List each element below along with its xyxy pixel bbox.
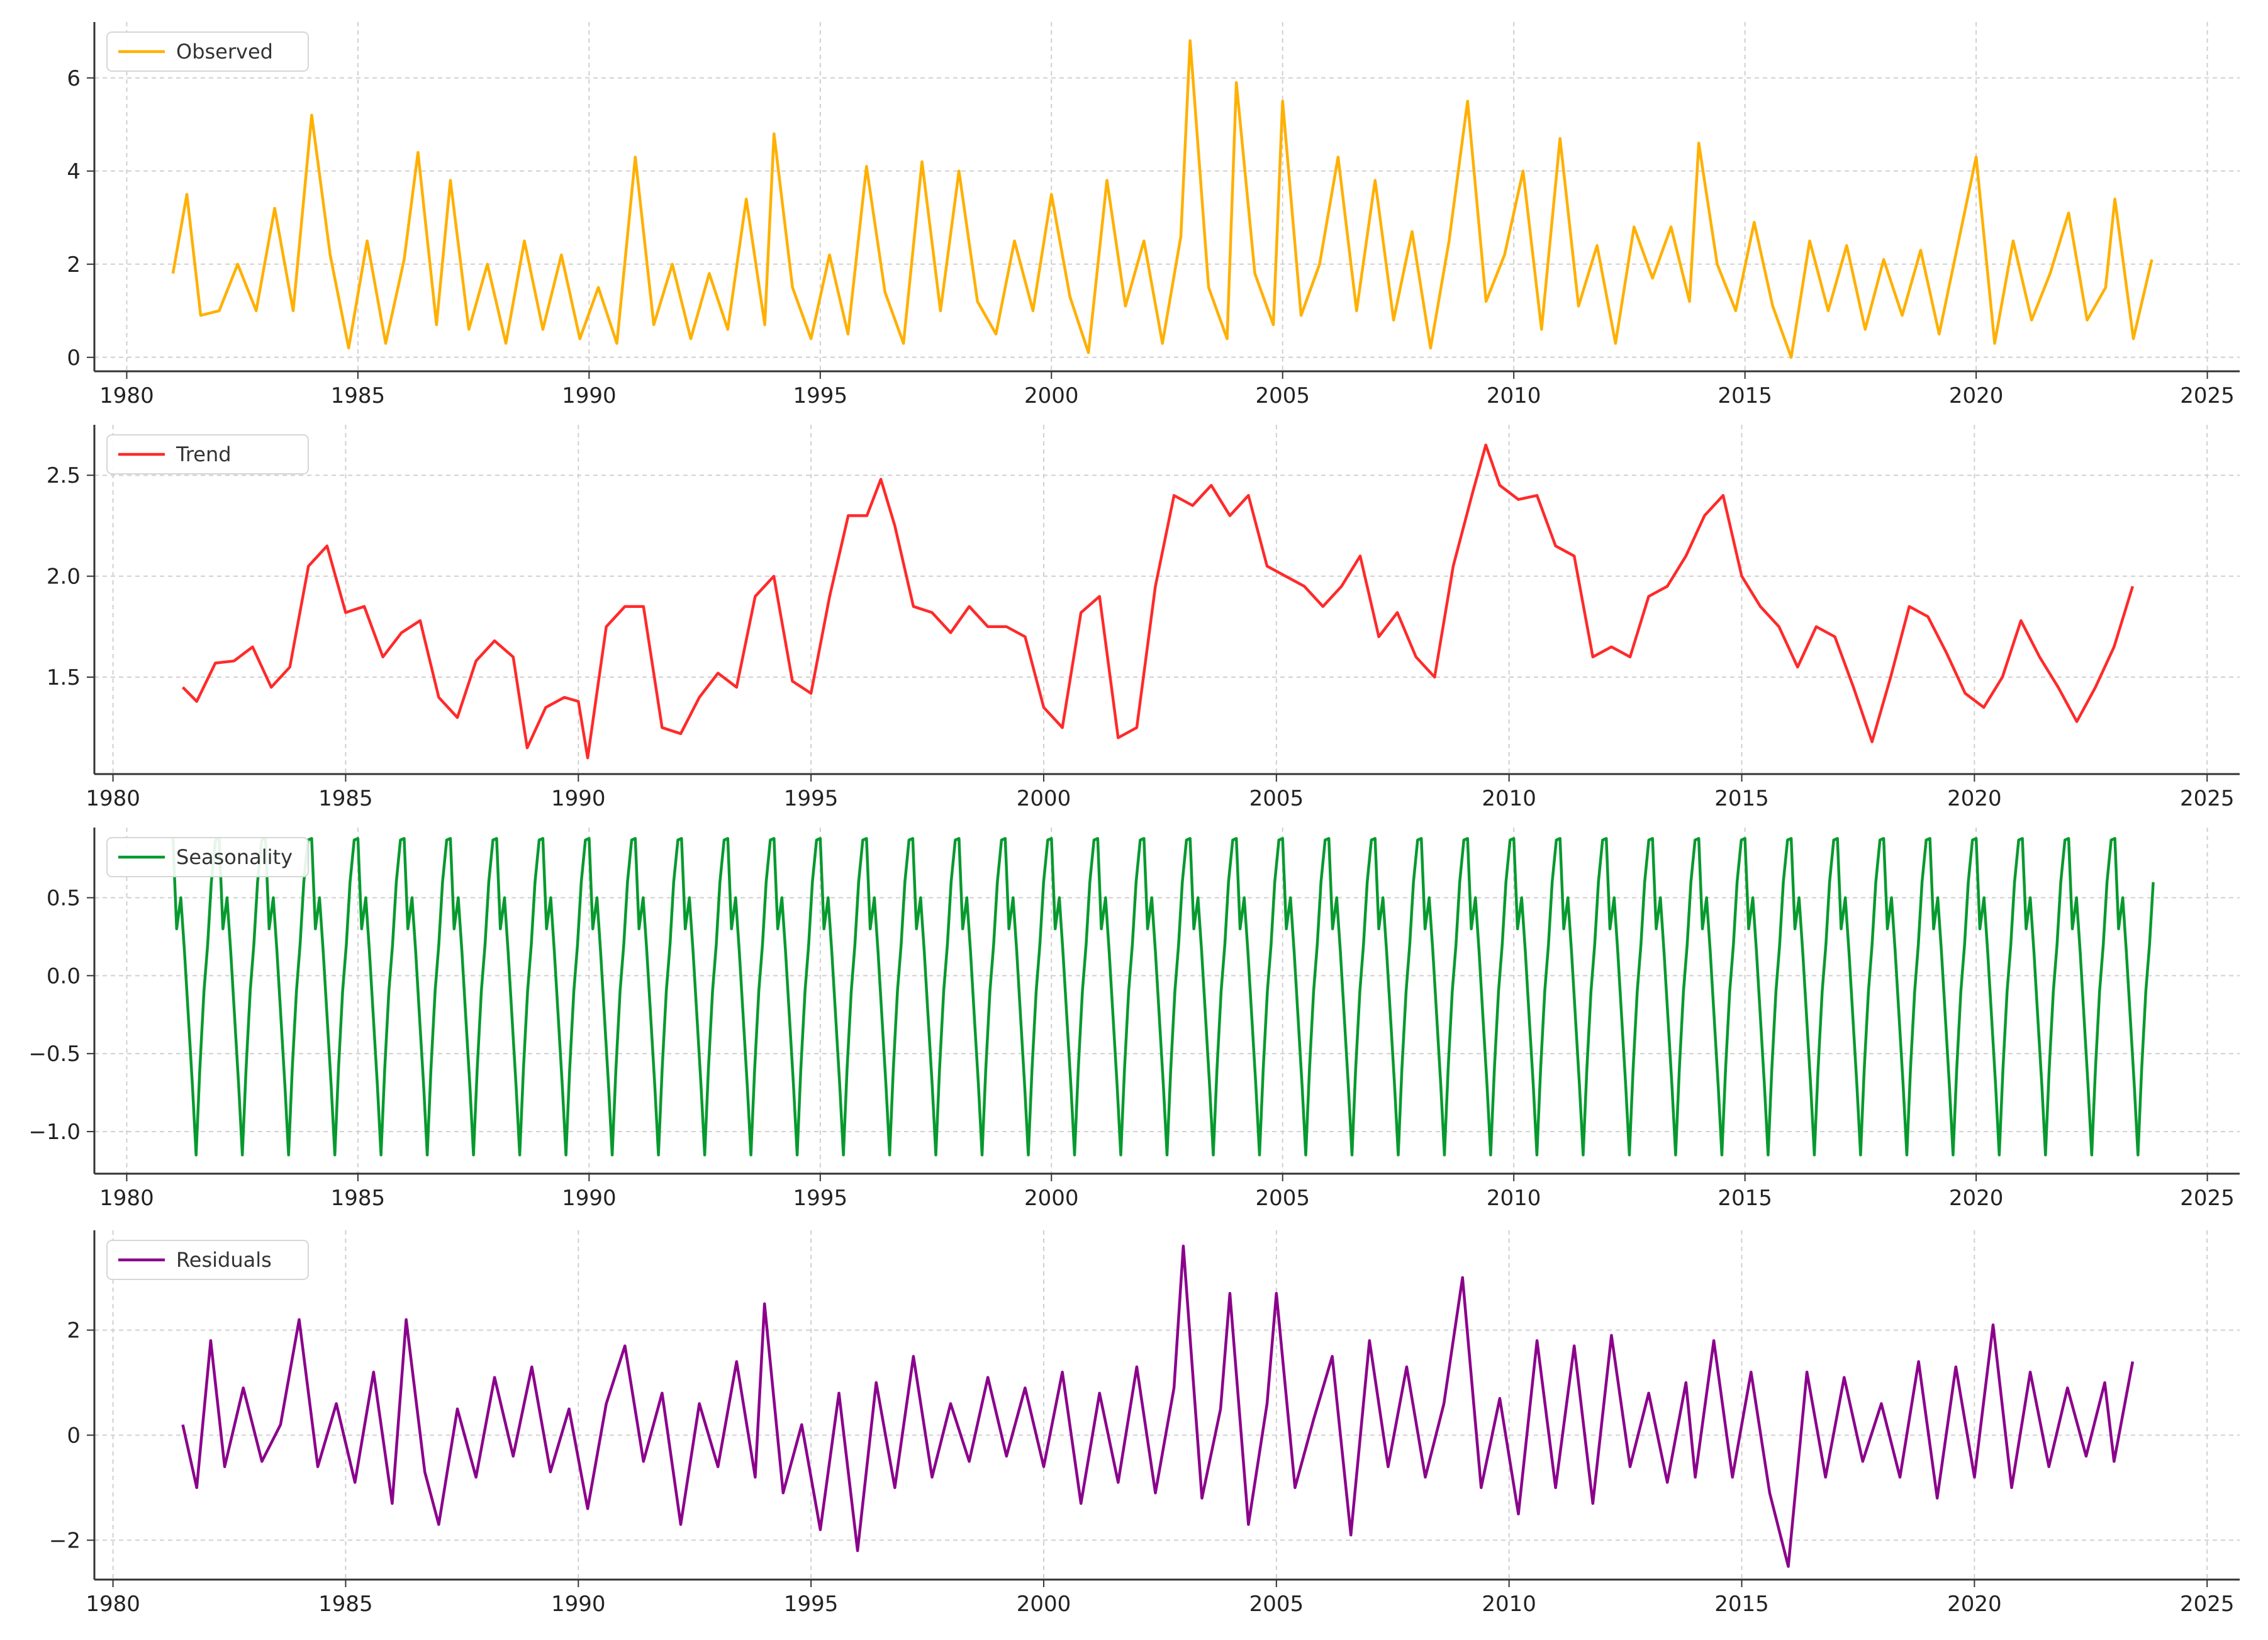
- series-line-residuals: [181, 1244, 2135, 1568]
- x-tick-label: 2020: [1947, 786, 2002, 811]
- gridlines: [94, 425, 2240, 774]
- x-tick-label: 2010: [1482, 786, 1536, 811]
- legend-label: Residuals: [176, 1248, 272, 1272]
- y-tick-label: 0: [67, 345, 81, 371]
- y-tick-label: 1.5: [47, 665, 81, 690]
- x-tick-label: 2015: [1714, 1592, 1769, 1617]
- x-tick-label: 2010: [1487, 1186, 1541, 1211]
- x-tick-label: 2000: [1017, 786, 1071, 811]
- series-line-trend: [181, 443, 2135, 760]
- x-tick-label: 2005: [1249, 786, 1304, 811]
- x-tick-label: 1990: [562, 1186, 617, 1211]
- trend-panel: 1980 1985 1990 1995 2000 2005 2010 2015 2020 2025…: [47, 425, 2240, 811]
- x-tick-label: 1980: [99, 1186, 154, 1211]
- x-tick-label: 1995: [784, 786, 839, 811]
- x-tick-label: 2000: [1024, 1186, 1079, 1211]
- x-tick-label: 2020: [1947, 1592, 2002, 1617]
- y-tick-label: −0.5: [28, 1042, 81, 1067]
- gridlines: [94, 22, 2240, 371]
- y-tick-label: 4: [67, 159, 81, 184]
- x-tick-label: 1985: [331, 1186, 386, 1211]
- x-tick-label: 2020: [1949, 383, 2004, 408]
- x-tick-label: 2005: [1249, 1592, 1304, 1617]
- y-tick-label: 2: [67, 1318, 81, 1344]
- x-tick-label: 1980: [99, 383, 154, 408]
- y-tick-label: 0: [67, 1423, 81, 1448]
- x-tick-label: 1990: [551, 1592, 606, 1617]
- y-tick-label: −2: [49, 1528, 81, 1553]
- x-tick-label: 2015: [1714, 786, 1769, 811]
- y-tick-label: 6: [67, 66, 81, 91]
- x-tick-label: 2000: [1017, 1592, 1071, 1617]
- legend-box: [106, 837, 309, 877]
- residuals-panel: 1980 1985 1990 1995 2000 2005 2010 2015 2020 2025…: [49, 1230, 2240, 1617]
- y-tick-label: 2.5: [47, 463, 81, 488]
- x-tick-label: 2025: [2180, 786, 2235, 811]
- x-tick-label: 2005: [1255, 383, 1310, 408]
- x-tick-label: 2015: [1718, 383, 1772, 408]
- x-tick-label: 1985: [318, 786, 373, 811]
- legend-label: Trend: [176, 442, 232, 466]
- y-tick-label: 2.0: [47, 564, 81, 590]
- legend: Seasonality: [106, 837, 309, 877]
- x-tick-label: 1985: [318, 1592, 373, 1617]
- gridlines: [94, 1230, 2240, 1580]
- x-tick-label: 2010: [1487, 383, 1541, 408]
- series-line-observed: [171, 39, 2153, 359]
- legend: Trend: [106, 434, 309, 475]
- legend: Residuals: [106, 1240, 309, 1280]
- x-tick-label: 1995: [793, 1186, 848, 1211]
- legend-box: [106, 1240, 309, 1280]
- y-tick-label: 2: [67, 252, 81, 278]
- x-tick-label: 2025: [2180, 1592, 2235, 1617]
- legend-label: Seasonality: [176, 845, 293, 869]
- y-tick-label: −1.0: [28, 1120, 81, 1145]
- y-tick-label: 0.0: [47, 963, 81, 989]
- panels: 1980 1985 1990 1995 2000 2005 2010 2015 2020 2025…: [28, 22, 2240, 1617]
- x-tick-label: 2000: [1024, 383, 1079, 408]
- x-tick-label: 1980: [86, 1592, 140, 1617]
- x-tick-label: 2015: [1718, 1186, 1772, 1211]
- legend-box: [106, 434, 309, 475]
- x-tick-label: 2025: [2180, 1186, 2235, 1211]
- x-tick-label: 1985: [331, 383, 386, 408]
- x-tick-label: 2020: [1949, 1186, 2004, 1211]
- legend-label: Observed: [176, 40, 273, 64]
- observed-panel: 1980 1985 1990 1995 2000 2005 2010 2015 2020 2025…: [67, 22, 2240, 408]
- x-tick-label: 2010: [1482, 1592, 1536, 1617]
- legend-box: [106, 31, 309, 72]
- x-tick-label: 1980: [86, 786, 140, 811]
- x-tick-label: 1995: [793, 383, 848, 408]
- x-tick-label: 2005: [1255, 1186, 1310, 1211]
- series-line-seasonality: [171, 837, 2155, 1157]
- legend: Observed: [106, 31, 309, 72]
- x-tick-label: 1990: [551, 786, 606, 811]
- x-tick-label: 2025: [2180, 383, 2235, 408]
- x-tick-label: 1990: [562, 383, 617, 408]
- y-tick-label: 0.5: [47, 885, 81, 911]
- x-tick-label: 1995: [784, 1592, 839, 1617]
- seasonality-panel: 1980 1985 1990 1995 2000 2005 2010 2015 2020 2025…: [28, 828, 2240, 1211]
